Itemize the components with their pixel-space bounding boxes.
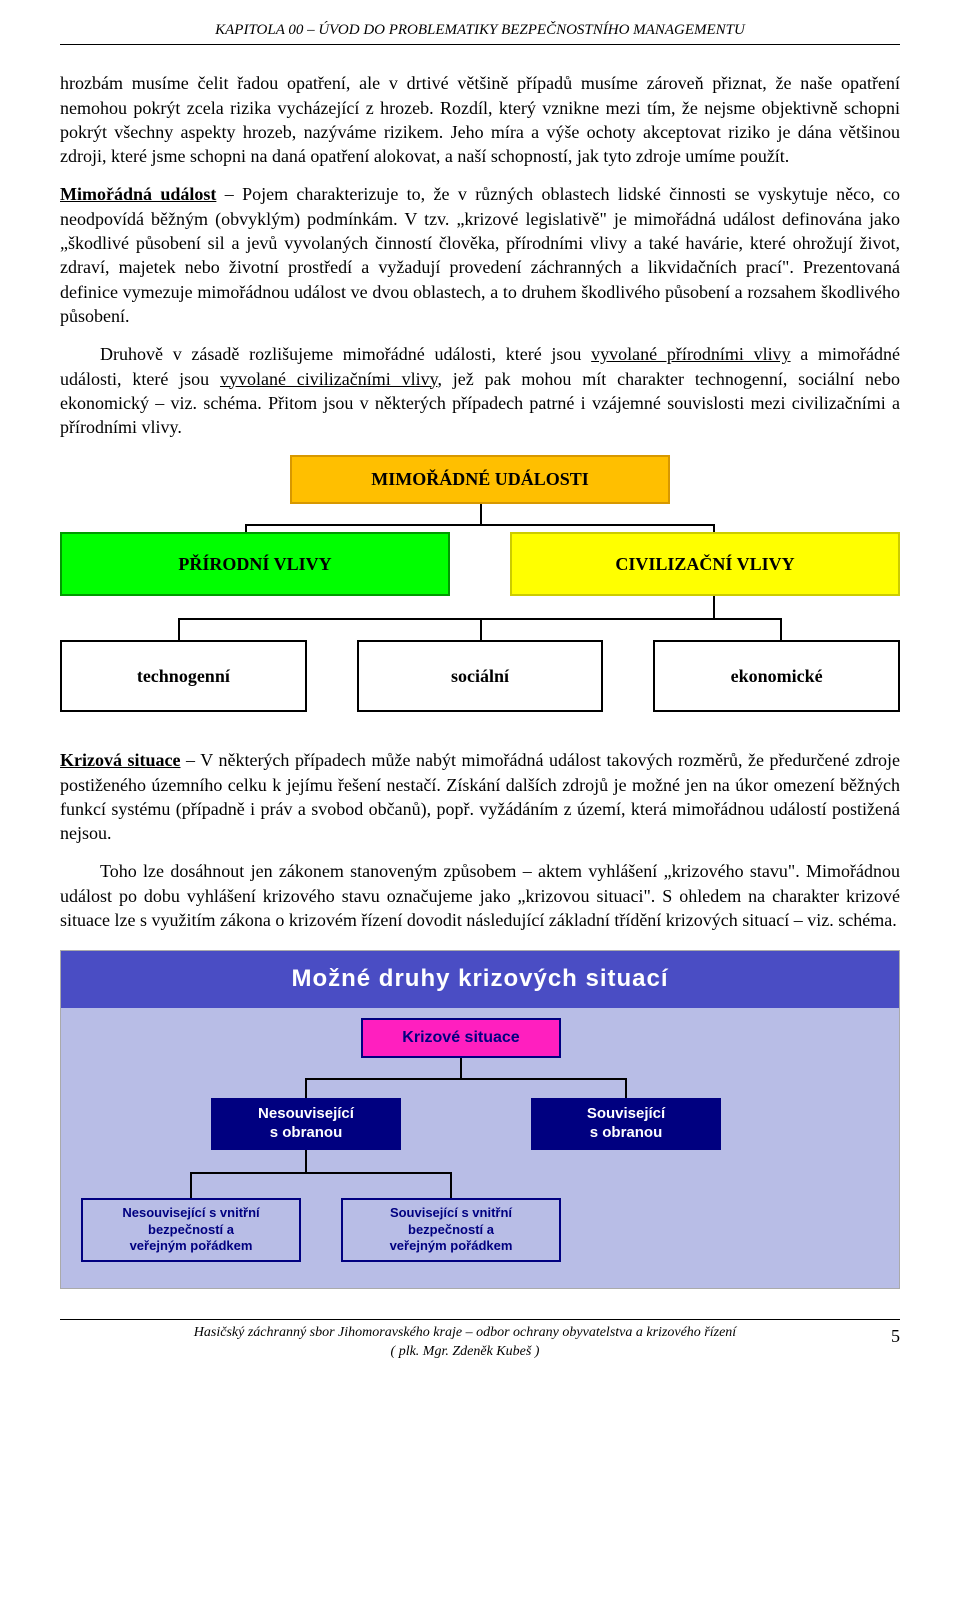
- node-n2: Související s obranou: [531, 1098, 721, 1150]
- node-prirodni-vlivy: PŘÍRODNÍ VLIVY: [60, 532, 450, 596]
- diagram-mimoradne-udalosti: MIMOŘÁDNÉ UDÁLOSTI PŘÍRODNÍ VLIVY CIVILIZ…: [60, 455, 900, 712]
- p3-a: Druhově v zásadě rozlišujeme mimořádné u…: [100, 344, 591, 364]
- p4-lead: Krizová situace: [60, 750, 181, 770]
- p3-u2: vyvolané civilizačními vlivy: [220, 369, 437, 389]
- node-technogenni: technogenní: [60, 640, 307, 712]
- paragraph-3: Druhově v zásadě rozlišujeme mimořádné u…: [60, 342, 900, 439]
- node-root: Krizové situace: [361, 1018, 561, 1058]
- node-n1: Nesouvisející s obranou: [211, 1098, 401, 1150]
- page-number: 5: [870, 1324, 900, 1362]
- paragraph-4: Krizová situace – V některých případech …: [60, 748, 900, 845]
- p2-rest: – Pojem charakterizuje to, že v různých …: [60, 184, 900, 325]
- page-footer: Hasičský záchranný sbor Jihomoravského k…: [60, 1319, 900, 1362]
- connector: [60, 596, 900, 640]
- p2-lead: Mimořádná událost: [60, 184, 216, 204]
- diagram-krizove-situace: Možné druhy krizových situací Krizové si…: [60, 950, 900, 1288]
- node-ekonomicke: ekonomické: [653, 640, 900, 712]
- d2-title: Možné druhy krizových situací: [61, 951, 899, 1007]
- node-socialni: sociální: [357, 640, 604, 712]
- node-civilizacni-vlivy: CIVILIZAČNÍ VLIVY: [510, 532, 900, 596]
- node-n4: Související s vnitřní bezpečností a veře…: [341, 1198, 561, 1262]
- paragraph-2: Mimořádná událost – Pojem charakterizuje…: [60, 182, 900, 328]
- row-vlivy: PŘÍRODNÍ VLIVY CIVILIZAČNÍ VLIVY: [60, 532, 900, 596]
- p3-u1: vyvolané přírodními vlivy: [591, 344, 790, 364]
- row-typy: technogenní sociální ekonomické: [60, 640, 900, 712]
- paragraph-5: Toho lze dosáhnout jen zákonem stanovený…: [60, 859, 900, 932]
- node-mimoradne-udalosti: MIMOŘÁDNÉ UDÁLOSTI: [290, 455, 670, 503]
- paragraph-1: hrozbám musíme čelit řadou opatření, ale…: [60, 71, 900, 168]
- node-n3: Nesouvisející s vnitřní bezpečností a ve…: [81, 1198, 301, 1262]
- connector: [60, 504, 900, 532]
- d2-body: Krizové situace Nesouvisející s obranou So…: [61, 1008, 899, 1288]
- p4-rest: – V některých případech může nabýt mimoř…: [60, 750, 900, 843]
- footer-text: Hasičský záchranný sbor Jihomoravského k…: [60, 1324, 870, 1362]
- page-header: KAPITOLA 00 – ÚVOD DO PROBLEMATIKY BEZPE…: [60, 20, 900, 45]
